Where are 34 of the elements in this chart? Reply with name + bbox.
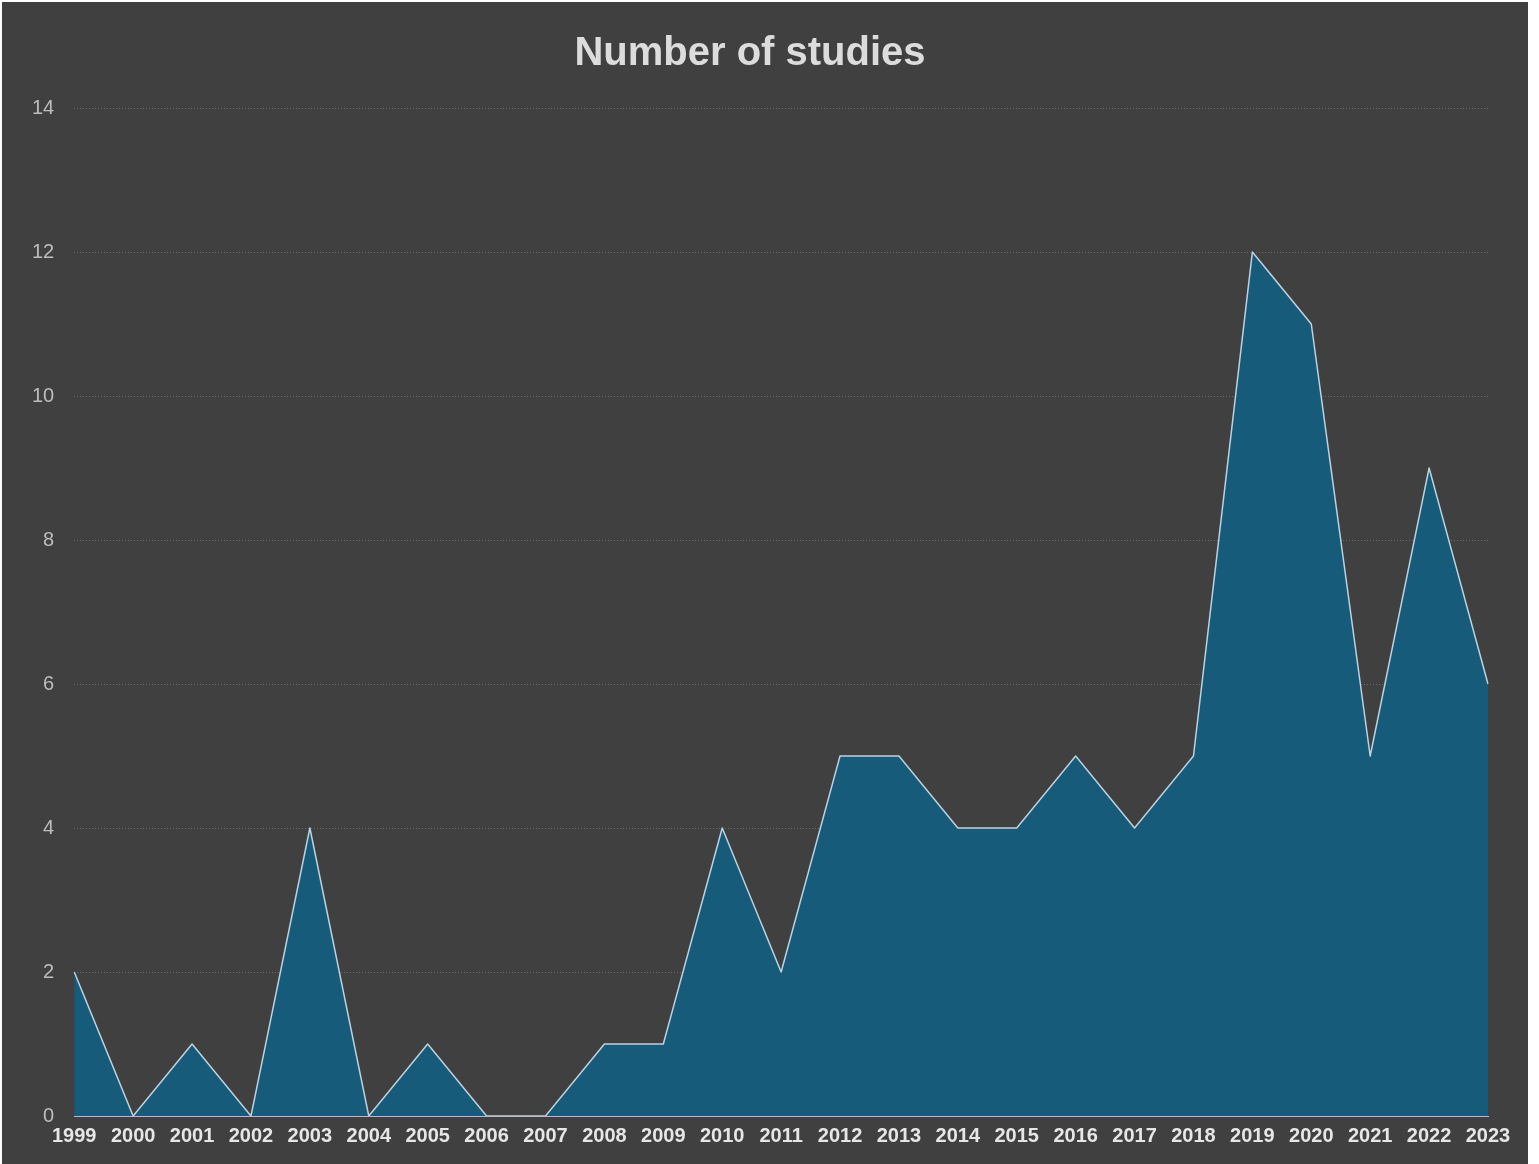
x-tick-label: 2011	[759, 1123, 803, 1146]
x-tick-label: 2017	[1112, 1123, 1157, 1146]
x-tick-label: 2019	[1230, 1123, 1275, 1146]
x-tick-label: 2016	[1053, 1123, 1098, 1146]
x-tick-label: 1999	[52, 1123, 97, 1146]
y-tick-label: 2	[43, 959, 55, 982]
x-tick-label: 2018	[1171, 1123, 1216, 1146]
x-tick-label: 2009	[641, 1123, 686, 1146]
x-tick-label: 2020	[1289, 1123, 1334, 1146]
x-tick-label: 2001	[169, 1123, 215, 1146]
y-tick-label: 12	[32, 239, 55, 262]
x-tick-label: 2022	[1406, 1123, 1452, 1146]
y-tick-label: 14	[32, 95, 55, 118]
x-tick-label: 2007	[523, 1123, 568, 1146]
chart-title: Number of studies	[574, 29, 926, 74]
x-tick-label: 2012	[817, 1123, 863, 1146]
x-tick-label: 2014	[935, 1123, 981, 1146]
y-tick-label: 10	[32, 383, 55, 406]
x-tick-label: 2021	[1347, 1123, 1393, 1146]
x-tick-label: 2002	[228, 1123, 274, 1146]
y-tick-label: 6	[43, 671, 55, 694]
y-tick-label: 0	[43, 1103, 55, 1126]
x-tick-label: 2023	[1465, 1123, 1511, 1146]
x-tick-label: 2000	[110, 1123, 156, 1146]
x-tick-label: 2010	[699, 1123, 745, 1146]
x-tick-label: 2003	[287, 1123, 333, 1146]
x-tick-label: 2013	[876, 1123, 922, 1146]
y-tick-label: 4	[43, 815, 55, 838]
x-tick-label: 2005	[405, 1123, 450, 1146]
x-tick-label: 2006	[464, 1123, 509, 1146]
y-tick-label: 8	[43, 527, 55, 550]
x-tick-label: 2008	[582, 1123, 627, 1146]
x-tick-label: 2015	[994, 1123, 1039, 1146]
x-tick-label: 2004	[346, 1123, 392, 1146]
